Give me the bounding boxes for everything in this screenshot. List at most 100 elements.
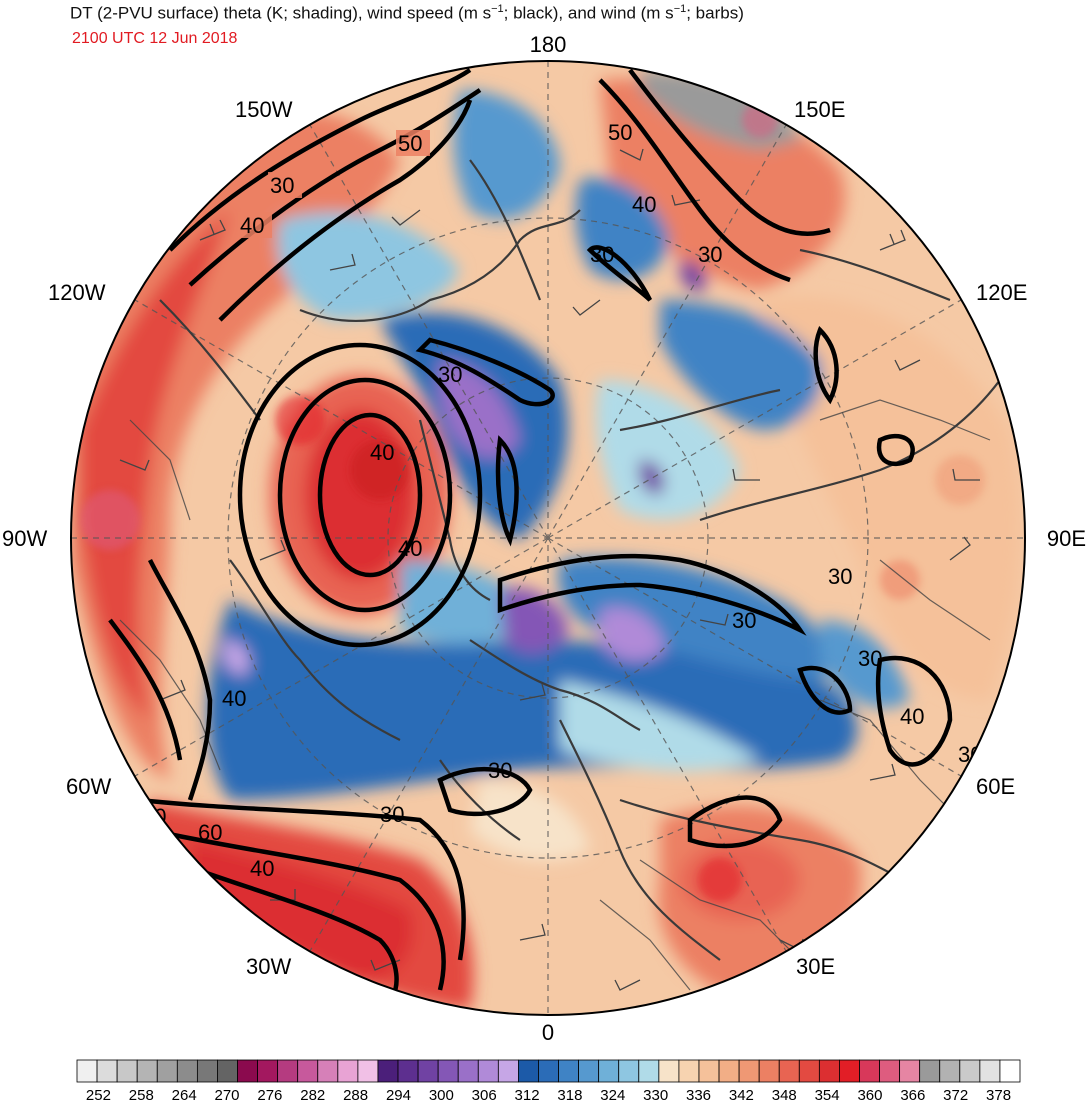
colorbar-swatch (317, 1059, 339, 1083)
colorbar-label: 282 (300, 1087, 325, 1104)
colorbar-swatch (558, 1059, 579, 1083)
colorbar-swatch (879, 1059, 901, 1083)
colorbar-label: 270 (215, 1087, 240, 1104)
colorbar-label: 294 (386, 1087, 411, 1104)
svg-text:40: 40 (370, 440, 394, 465)
colorbar-swatch (297, 1059, 319, 1083)
colorbar-swatch (839, 1059, 860, 1083)
lon-label-30e: 30E (796, 954, 835, 979)
colorbar-label: 258 (129, 1087, 154, 1104)
colorbar-label: 366 (900, 1087, 925, 1104)
lon-label-150e: 150E (794, 97, 845, 122)
colorbar-label: 348 (772, 1087, 797, 1104)
colorbar-swatch (899, 1059, 921, 1083)
colorbar-label: 318 (557, 1087, 582, 1104)
colorbar-swatch (176, 1059, 198, 1083)
colorbar-swatch (257, 1059, 279, 1083)
colorbar-label: 288 (343, 1087, 368, 1104)
svg-text:30: 30 (698, 242, 722, 267)
colorbar-swatch (919, 1059, 941, 1083)
svg-text:30: 30 (732, 608, 756, 633)
colorbar-swatch (999, 1059, 1021, 1083)
colorbar-swatch (277, 1059, 299, 1083)
map-title: DT (2-PVU surface) theta (K; shading), w… (70, 3, 744, 23)
colorbar-swatch (417, 1059, 439, 1083)
colorbar-swatch (437, 1059, 459, 1083)
colorbar-swatch (457, 1059, 479, 1083)
theta-shading: 50 30 40 40 30 50 40 30 30 30 40 40 30 3… (71, 61, 1025, 1015)
lon-label-90e: 90E (1047, 526, 1086, 551)
colorbar-label: 324 (600, 1087, 625, 1104)
colorbar-swatch (357, 1059, 379, 1083)
colorbar-swatch (578, 1059, 600, 1083)
lon-label-0: 0 (542, 1020, 554, 1045)
colorbar-label: 336 (686, 1087, 711, 1104)
svg-text:30: 30 (590, 242, 614, 267)
lon-label-30w: 30W (246, 954, 291, 979)
colorbar-label: 378 (986, 1087, 1011, 1104)
colorbar-swatch (96, 1059, 118, 1083)
lon-label-180: 180 (530, 32, 567, 57)
colorbar-swatch (939, 1059, 961, 1083)
lon-label-90w: 90W (2, 526, 47, 551)
colorbar-label: 330 (643, 1087, 668, 1104)
svg-text:40: 40 (398, 536, 422, 561)
colorbar-swatch (738, 1059, 760, 1083)
svg-text:30: 30 (270, 173, 294, 198)
colorbar-swatch (116, 1059, 138, 1083)
colorbar-swatch (237, 1059, 258, 1083)
colorbar-label: 354 (815, 1087, 840, 1104)
colorbar-swatch (758, 1059, 780, 1083)
svg-text:60: 60 (198, 820, 222, 845)
colorbar-swatch (959, 1059, 981, 1083)
svg-text:40: 40 (632, 192, 656, 217)
colorbar-swatch (477, 1059, 499, 1083)
colorbar-label: 264 (172, 1087, 197, 1104)
colorbar-swatch (136, 1059, 158, 1083)
colorbar-swatch (76, 1059, 98, 1083)
colorbar-label: 360 (857, 1087, 882, 1104)
colorbar-swatch (538, 1059, 559, 1083)
colorbar-swatch (778, 1059, 800, 1083)
colorbar-swatch (618, 1059, 640, 1083)
svg-text:40: 40 (222, 686, 246, 711)
colorbar-swatch (598, 1059, 620, 1083)
lon-label-60e: 60E (976, 774, 1015, 799)
lon-label-150w: 150W (235, 97, 293, 122)
valid-time: 2100 UTC 12 Jun 2018 (72, 30, 238, 47)
svg-text:40: 40 (900, 704, 924, 729)
svg-text:30: 30 (858, 646, 882, 671)
svg-text:50: 50 (608, 120, 632, 145)
colorbar-swatch (798, 1059, 820, 1083)
colorbar-swatch (337, 1059, 359, 1083)
colorbar-label: 276 (257, 1087, 282, 1104)
svg-text:30: 30 (488, 758, 512, 783)
colorbar-label: 372 (943, 1087, 968, 1104)
map-border (70, 60, 1026, 1016)
svg-text:40: 40 (250, 856, 274, 881)
svg-text:30: 30 (438, 362, 462, 387)
colorbar-swatch (397, 1059, 419, 1083)
colorbar-swatch (678, 1059, 700, 1083)
colorbar-swatch (377, 1059, 399, 1083)
coastlines (159, 159, 1001, 961)
colorbar-swatch (718, 1059, 740, 1083)
svg-text:30: 30 (828, 564, 852, 589)
colorbar-swatch (698, 1059, 720, 1083)
svg-text:40: 40 (240, 213, 264, 238)
lon-label-60w: 60W (66, 774, 111, 799)
contour-labels: 50 30 40 40 30 50 40 30 30 30 40 40 30 3… (142, 120, 982, 881)
colorbar-label: 306 (472, 1087, 497, 1104)
colorbar-swatch (217, 1059, 238, 1083)
wind-contours (108, 68, 953, 1002)
svg-text:30: 30 (380, 802, 404, 827)
longitude-labels: 180 0 90W 90E 150W 120W 150E 120E 60W 30… (2, 32, 1086, 1045)
colorbar-swatch (859, 1059, 880, 1083)
colorbar-label: 300 (429, 1087, 454, 1104)
colorbar-swatch (156, 1059, 178, 1083)
svg-text:50: 50 (398, 131, 422, 156)
colorbar-swatch (638, 1059, 660, 1083)
colorbar-label: 342 (729, 1087, 754, 1104)
colorbar-label: 252 (86, 1087, 111, 1104)
